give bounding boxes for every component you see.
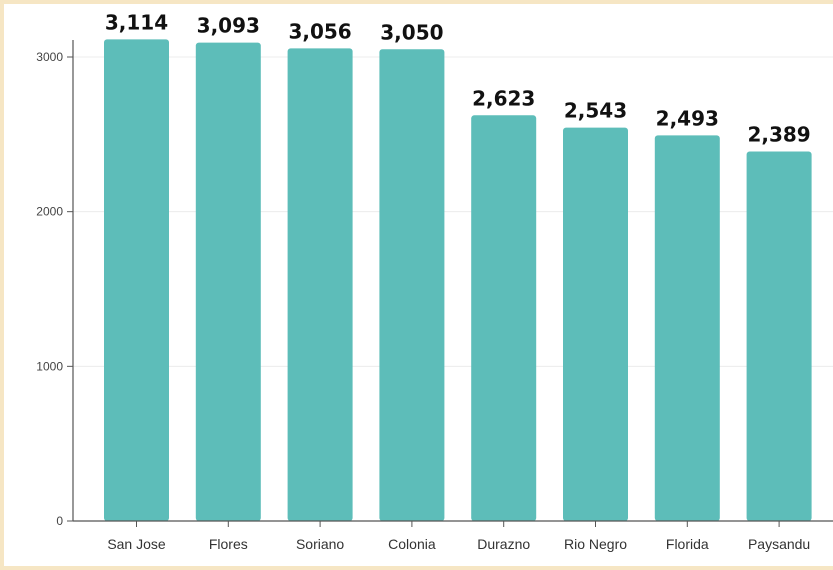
- data-label: 3,114: [105, 10, 168, 34]
- bar: [287, 48, 353, 522]
- x-tick-label: Colonia: [388, 536, 436, 552]
- axes: [67, 40, 833, 527]
- x-tick-label: Florida: [666, 536, 709, 552]
- data-label: 2,389: [747, 123, 810, 147]
- x-tick-label: Durazno: [477, 536, 530, 552]
- bar: [471, 115, 537, 522]
- y-tick-label: 0: [56, 514, 63, 528]
- data-label: 3,050: [380, 20, 443, 44]
- y-tick-labels: 0 1000 2000 3000: [36, 50, 63, 528]
- value-labels: 3,114 3,093 3,056 3,050 2,623 2,543 2,493 2,389: [105, 10, 811, 146]
- x-tick-label: Soriano: [296, 536, 344, 552]
- bar: [654, 135, 720, 521]
- x-tick-label: San Jose: [107, 536, 166, 552]
- data-label: 2,623: [472, 86, 535, 110]
- y-tick-label: 1000: [36, 359, 63, 373]
- data-label: 2,543: [564, 99, 627, 123]
- bar: [104, 39, 169, 521]
- bar: [195, 42, 261, 522]
- y-tick-label: 2000: [36, 205, 63, 219]
- bars: [104, 39, 812, 522]
- x-tick-labels: San Jose Flores Soriano Colonia Durazno Rio N…: [107, 536, 810, 552]
- data-label: 3,093: [197, 14, 260, 38]
- data-label: 2,493: [656, 106, 719, 130]
- bar: [563, 127, 628, 521]
- data-label: 3,056: [288, 19, 351, 43]
- x-tick-label: Rio Negro: [564, 536, 627, 552]
- y-tick-label: 3000: [36, 50, 63, 64]
- bar: [746, 151, 812, 521]
- bar: [379, 49, 445, 522]
- x-tick-label: Flores: [209, 536, 248, 552]
- x-tick-label: Paysandu: [748, 536, 810, 552]
